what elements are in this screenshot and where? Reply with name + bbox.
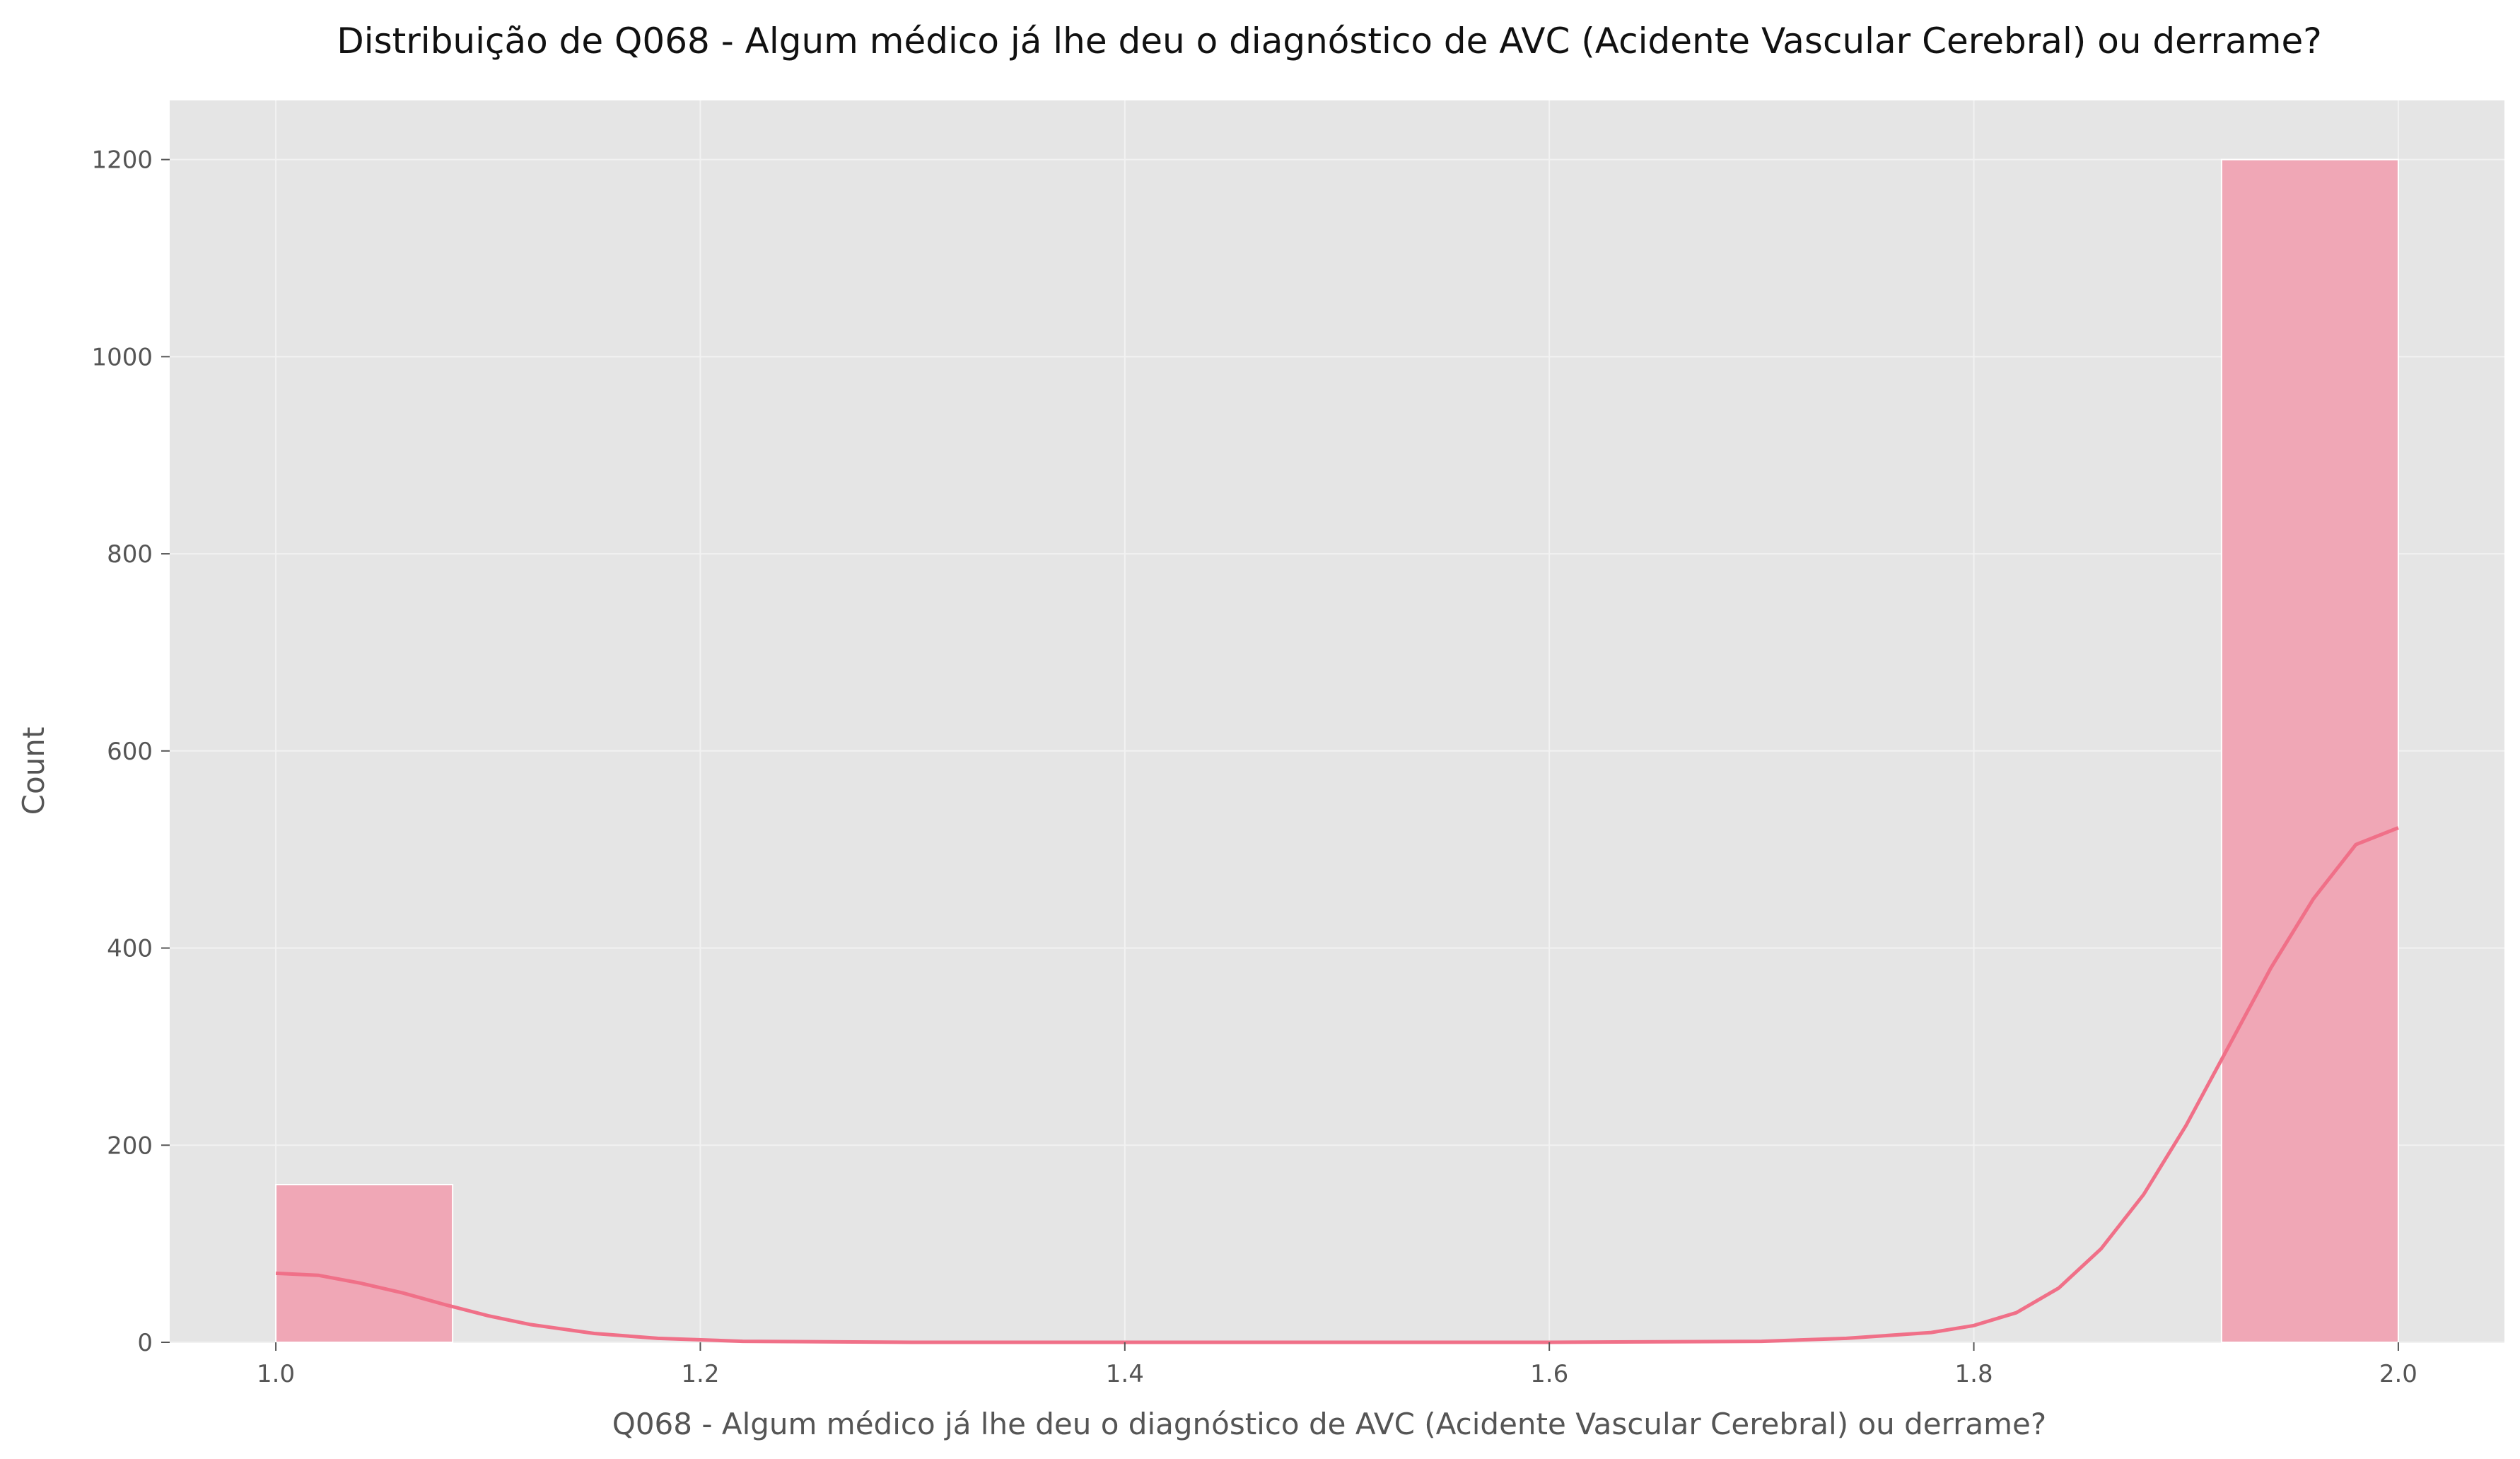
y-tick-label: 1200 <box>91 146 153 175</box>
y-tick-label: 400 <box>107 935 153 963</box>
histogram-bar <box>2220 158 2399 1344</box>
y-axis-label: Count <box>16 727 51 815</box>
y-axis-ticks: 0 200 400 600 800 1000 1200 <box>91 146 170 1357</box>
y-tick-label: 200 <box>107 1132 153 1160</box>
plot-area <box>170 100 2504 1342</box>
x-tick-label: 1.6 <box>1530 1360 1568 1388</box>
x-tick-label: 1.2 <box>681 1360 719 1388</box>
y-tick-label: 600 <box>107 738 153 766</box>
x-tick-label: 1.0 <box>257 1360 295 1388</box>
x-axis-ticks: 1.0 1.2 1.4 1.6 1.8 2.0 <box>257 1342 2417 1388</box>
x-tick-label: 1.8 <box>1955 1360 1993 1388</box>
y-tick-label: 800 <box>107 540 153 569</box>
chart-title: Distribuição de Q068 - Algum médico já l… <box>337 21 2322 62</box>
x-tick-label: 2.0 <box>2379 1360 2417 1388</box>
x-axis-label: Q068 - Algum médico já lhe deu o diagnós… <box>612 1407 2046 1441</box>
x-tick-label: 1.4 <box>1106 1360 1144 1388</box>
histogram-bar <box>275 1184 454 1343</box>
kde-curve <box>275 826 2399 1344</box>
y-tick-label: 1000 <box>91 343 153 371</box>
y-tick-label: 0 <box>137 1329 153 1357</box>
histogram-bars <box>275 158 2399 1344</box>
grid-lines <box>170 100 2504 1343</box>
